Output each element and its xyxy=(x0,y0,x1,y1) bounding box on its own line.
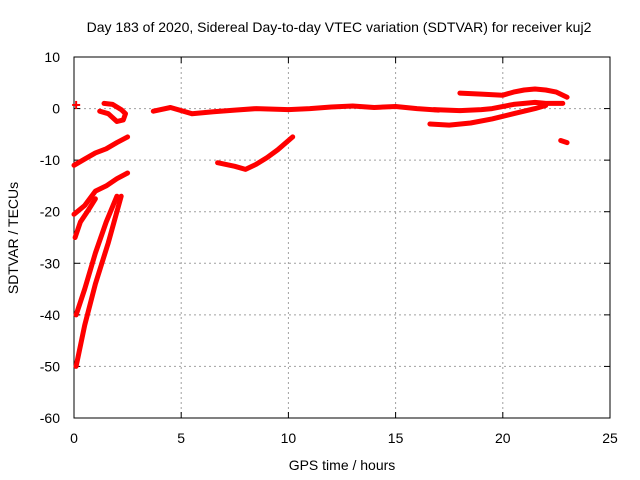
y-tick-label: -20 xyxy=(40,204,60,220)
series-arc-4 xyxy=(73,193,120,318)
y-tick-label: 10 xyxy=(44,49,60,65)
y-tick-labels: -60 -50 -40 -30 -20 -10 0 10 xyxy=(40,49,60,426)
series-arc-9 xyxy=(431,99,566,114)
series-arc-11 xyxy=(457,86,570,100)
x-tick-label: 10 xyxy=(281,430,297,446)
y-tick-label: -50 xyxy=(40,358,60,374)
y-tick-label: -10 xyxy=(40,152,60,168)
series-arc-7 xyxy=(150,103,441,117)
data-markers xyxy=(72,100,81,109)
series-arc-2 xyxy=(71,170,131,217)
series-arc-1 xyxy=(71,134,131,168)
series-arc-5 xyxy=(73,193,124,369)
x-tick-label: 0 xyxy=(70,430,78,446)
data-point-marker xyxy=(72,100,81,109)
axis-ticks xyxy=(73,56,611,419)
series-arc-8 xyxy=(215,134,296,172)
y-tick-label: -30 xyxy=(40,255,60,271)
x-tick-label: 25 xyxy=(602,430,618,446)
x-axis-label: GPS time / hours xyxy=(289,457,396,473)
series-arc-3 xyxy=(72,196,98,240)
y-axis-label: SDTVAR / TECUs xyxy=(5,182,21,294)
y-tick-label: -60 xyxy=(40,410,60,426)
chart-title: Day 183 of 2020, Sidereal Day-to-day VTE… xyxy=(87,19,592,35)
series-arc-6 xyxy=(97,100,128,124)
series-arc-12 xyxy=(558,138,570,146)
series-arc-10 xyxy=(427,103,549,128)
x-tick-label: 20 xyxy=(495,430,511,446)
y-tick-label: -40 xyxy=(40,307,60,323)
x-tick-label: 5 xyxy=(177,430,185,446)
y-tick-label: 0 xyxy=(52,101,60,117)
x-tick-label: 15 xyxy=(388,430,404,446)
x-tick-labels: 0 5 10 15 20 25 xyxy=(70,430,618,446)
data-series xyxy=(71,86,570,369)
